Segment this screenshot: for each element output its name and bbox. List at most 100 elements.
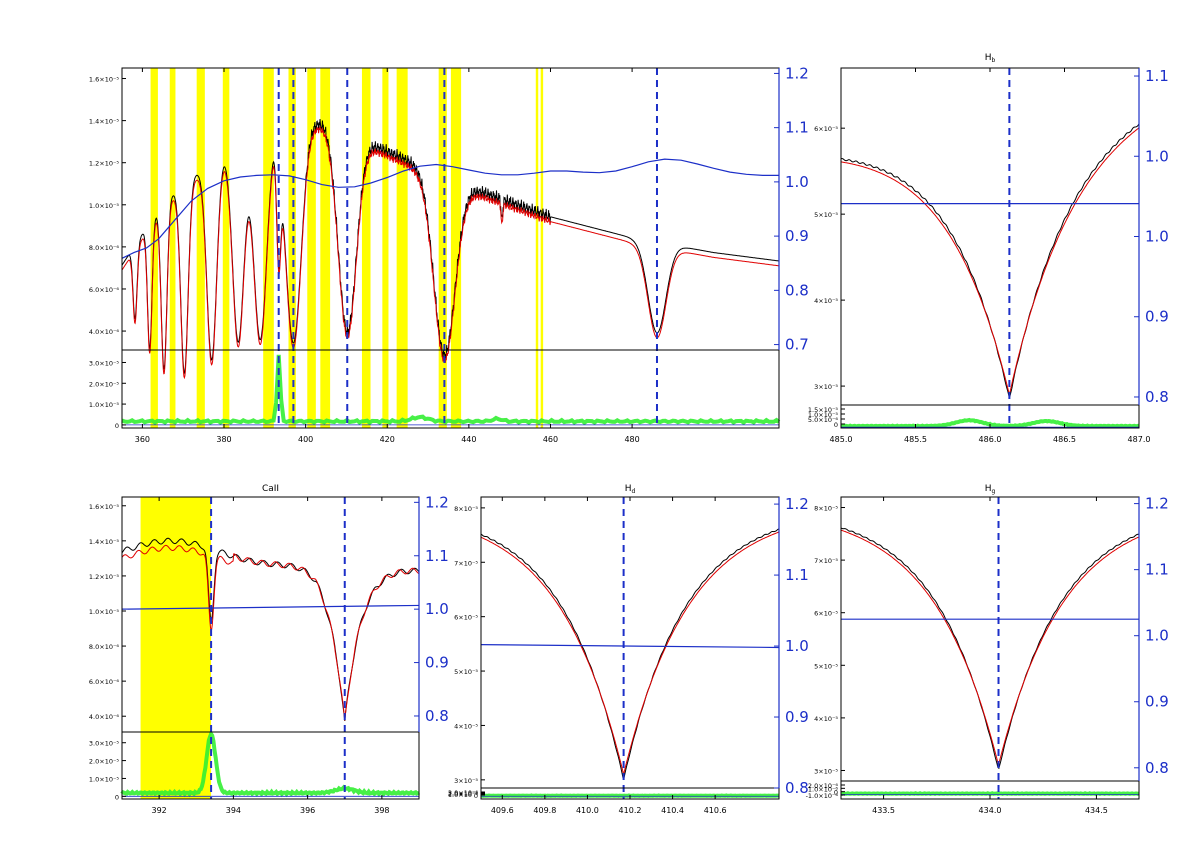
y-tick-label: 1.0×10⁻⁵ — [89, 202, 119, 210]
hg-panel: 433.5 434.0 434.5 3×10⁻⁵ 4×10⁻⁵ 5×10⁻⁵ 6×10⁻⁵ 7… — [806, 484, 1169, 815]
model-profile — [840, 529, 1140, 765]
right-y-tick-label: 0.9 — [425, 654, 449, 672]
residual-y-tick-label: 1.0×10⁻⁵ — [89, 401, 119, 409]
y-tick-label: 1.2×10⁻⁵ — [89, 160, 119, 168]
y-tick-label: 4×10⁻⁵ — [454, 722, 478, 730]
panel-title: CaII — [262, 484, 279, 494]
right-y-tick-label: 1.1 — [785, 566, 809, 584]
residual-y-tick-label: 1.0×10⁻⁶ — [448, 791, 478, 799]
residual-y-tick-label: 0 — [834, 421, 838, 429]
masked-region — [382, 68, 389, 428]
right-y-tick-label: 1.2 — [785, 64, 809, 82]
x-tick-label: 398 — [374, 806, 389, 815]
right-y-tick-label: 0.9 — [785, 227, 809, 245]
y-tick-label: 4.0×10⁻⁶ — [89, 328, 119, 336]
model-spectrum — [121, 126, 779, 380]
right-y-tick-label: 1.0 — [425, 600, 449, 618]
residual-plot-frame — [121, 731, 420, 800]
residual-y-tick-label: 0 — [474, 792, 478, 800]
y-tick-label: 1.0×10⁻⁵ — [89, 608, 119, 616]
right-y-tick-label: 1.2 — [1145, 495, 1169, 513]
y-tick-label: 6.0×10⁻⁶ — [89, 286, 119, 294]
hb-panel: 485.0 485.5 486.0 486.5 487.0 3×10⁻⁵ 4×10⁻⁵ 5×1… — [808, 53, 1169, 444]
residual-curve — [840, 791, 1140, 797]
y-tick-label: 8.0×10⁻⁶ — [89, 643, 119, 651]
y-tick-label: 8.0×10⁻⁶ — [89, 244, 119, 252]
x-tick-label: 410.2 — [619, 806, 642, 815]
x-tick-label: 420 — [380, 435, 395, 444]
overview-panel: 360 380 400 420 440 460 480 4.0×10⁻⁶ 6.0×10⁻⁶ 8.0… — [89, 64, 809, 444]
hd-panel: 409.6 409.8 410.0 410.2 410.4 410.6 3×10⁻⁵ 4×10… — [448, 484, 809, 815]
normalization-line — [121, 604, 420, 610]
model-profile — [840, 127, 1140, 394]
masked-region — [450, 68, 462, 428]
panel-title: Hb — [985, 53, 996, 64]
x-tick-label: 410.4 — [661, 806, 684, 815]
right-y-tick-label: 0.9 — [785, 708, 809, 726]
right-y-tick-label: 0.8 — [785, 779, 809, 797]
x-tick-label: 487.0 — [1128, 435, 1151, 444]
residual-y-tick-label: 2.0×10⁻⁶ — [448, 790, 478, 798]
y-tick-label: 1.2×10⁻⁵ — [89, 573, 119, 581]
x-tick-label: 485.0 — [830, 435, 853, 444]
observed-spectrum — [121, 537, 420, 722]
y-tick-label: 1.6×10⁻⁵ — [89, 76, 119, 84]
y-tick-label: 1.4×10⁻⁵ — [89, 538, 119, 546]
residual-y-tick-label: 1.0×10⁻⁶ — [808, 785, 838, 793]
x-tick-label: 394 — [226, 806, 241, 815]
masked-region — [361, 68, 371, 428]
residual-curve — [840, 417, 1140, 429]
residual-y-tick-label: 2.0×10⁻⁵ — [89, 380, 119, 388]
residual-y-tick-label: 1.0×10⁻⁵ — [808, 411, 838, 419]
residual-y-tick-label: 1.0×10⁻⁵ — [89, 775, 119, 783]
masked-region — [438, 68, 447, 428]
masked-region — [222, 68, 230, 428]
model-spectrum — [121, 544, 420, 721]
x-tick-label: 380 — [216, 435, 231, 444]
right-y-tick-label: 1.0 — [785, 173, 809, 191]
residual-y-tick-label: 5.0×10⁻⁶ — [808, 416, 838, 424]
x-tick-label: 460 — [543, 435, 558, 444]
residual-plot-frame — [121, 349, 780, 429]
right-y-tick-label: 0.9 — [1145, 693, 1169, 711]
y-tick-label: 3×10⁻⁵ — [454, 777, 478, 785]
masked-region — [307, 68, 316, 428]
panel-title-subscript: d — [631, 488, 635, 495]
right-y-tick-label: 1.2 — [785, 495, 809, 513]
masked-region — [288, 68, 296, 428]
residual-y-tick-label: 3.0×10⁻⁵ — [89, 359, 119, 367]
y-tick-label: 6×10⁻⁵ — [814, 125, 838, 133]
x-tick-label: 396 — [300, 806, 315, 815]
y-tick-label: 7×10⁻⁵ — [814, 557, 838, 565]
residual-y-tick-label: 1.5×10⁻⁵ — [808, 406, 838, 414]
masked-region — [263, 68, 274, 428]
right-y-tick-label: 0.8 — [1145, 388, 1169, 406]
right-y-tick-label: 1.1 — [1145, 67, 1169, 85]
x-tick-label: 409.8 — [533, 806, 556, 815]
residual-y-tick-label: 3.0×10⁻⁵ — [89, 740, 119, 748]
x-tick-label: 409.6 — [491, 806, 514, 815]
y-tick-label: 6×10⁻⁵ — [814, 610, 838, 618]
x-tick-label: 410.6 — [704, 806, 727, 815]
residual-y-tick-label: 0 — [834, 789, 838, 797]
caii-panel: 392 394 396 398 4.0×10⁻⁶ 6.0×10⁻⁶ 8.0×10⁻⁶ 1.0×… — [89, 484, 449, 815]
residual-y-tick-label: 0 — [115, 422, 119, 430]
observed-profile — [480, 528, 780, 779]
y-tick-label: 4×10⁻⁵ — [814, 297, 838, 305]
x-tick-label: 480 — [624, 435, 639, 444]
right-y-tick-label: 0.8 — [1145, 759, 1169, 777]
right-y-tick-label: 1.1 — [1145, 561, 1169, 579]
residual-y-tick-label: 2.0×10⁻⁶ — [808, 782, 838, 790]
y-tick-label: 8×10⁻⁵ — [814, 505, 838, 513]
y-tick-label: 6×10⁻⁵ — [454, 614, 478, 622]
right-y-tick-label: 1.0 — [1145, 228, 1169, 246]
masked-region — [196, 68, 205, 428]
y-tick-label: 1.4×10⁻⁵ — [89, 118, 119, 126]
panel-title-subscript: g — [991, 488, 995, 495]
y-tick-label: 1.6×10⁻⁵ — [89, 503, 119, 511]
x-tick-label: 433.5 — [872, 806, 895, 815]
residual-y-tick-label: 3.0×10⁻⁶ — [448, 789, 478, 797]
right-y-tick-label: 0.7 — [785, 336, 809, 354]
x-tick-label: 410.0 — [576, 806, 599, 815]
